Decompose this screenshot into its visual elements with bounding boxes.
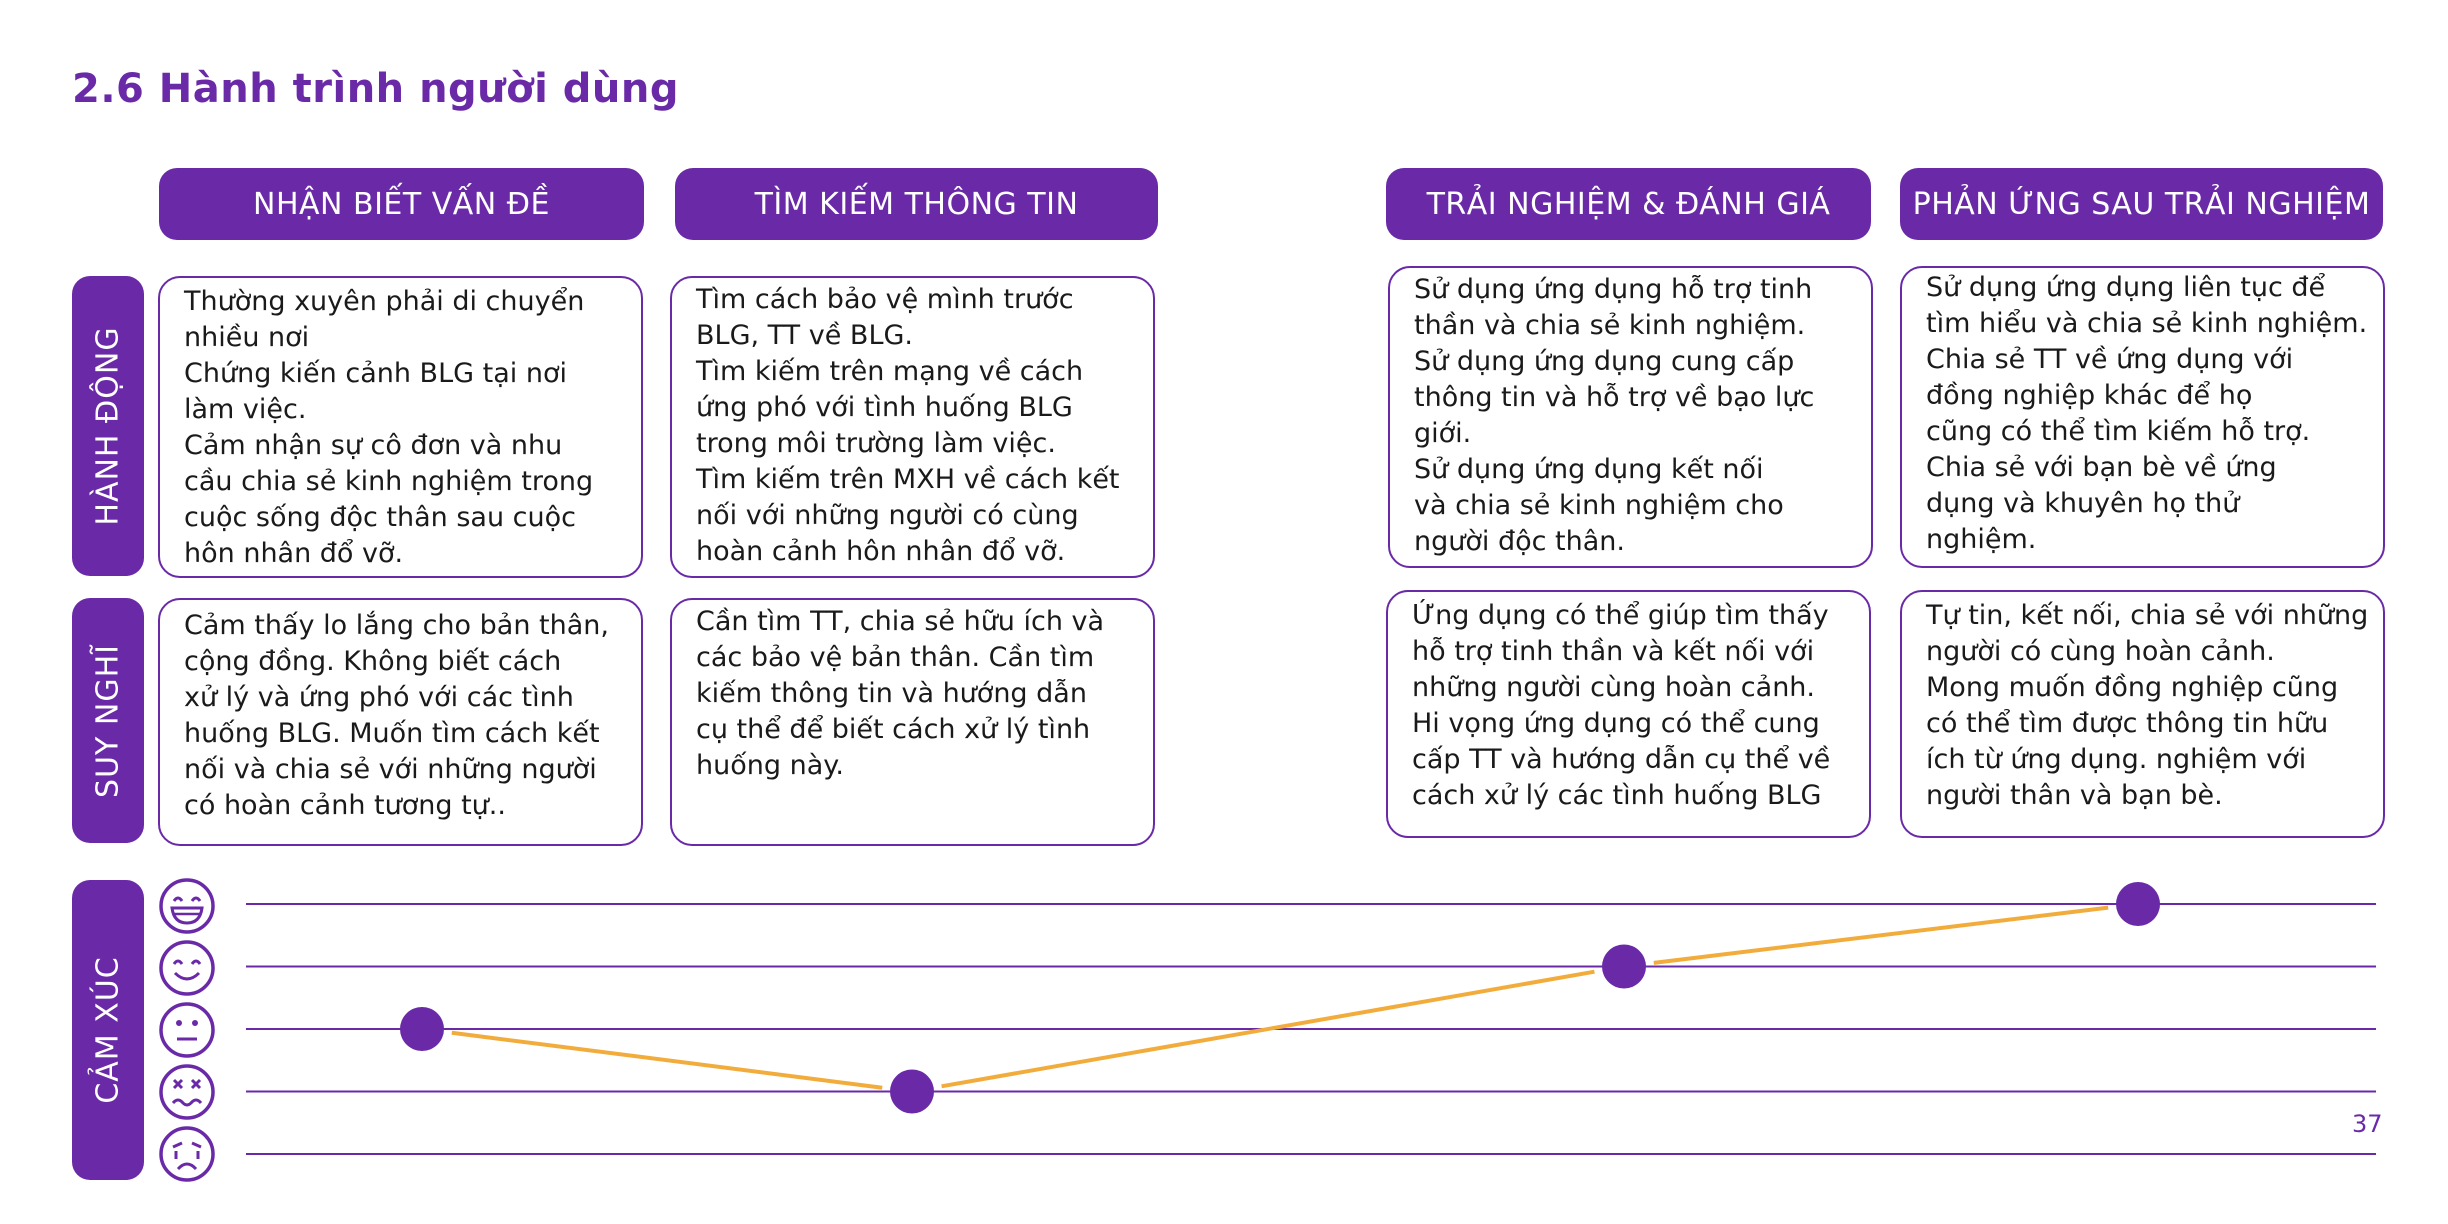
action-line: BLG, TT về BLG.: [696, 320, 913, 351]
crying-face-icon: [159, 1126, 215, 1182]
thought-line: người có cùng hoàn cảnh.: [1926, 636, 2275, 667]
action-line: thần và chia sẻ kinh nghiệm.: [1414, 310, 1806, 341]
thought-line: Hi vọng ứng dụng có thể cung: [1412, 708, 1820, 739]
laughing-face-icon: [159, 878, 215, 934]
action-box-reaction: Sử dụng ứng dụng liên tục để tìm hiểu và…: [1900, 266, 2385, 568]
dizzy-face-icon: [159, 1064, 215, 1120]
thought-box-experience: Ứng dụng có thể giúp tìm thấy hỗ trợ tin…: [1386, 590, 1871, 838]
action-box-awareness: Thường xuyên phải di chuyển nhiều nơi Ch…: [158, 276, 643, 578]
action-line: ứng phó với tình huống BLG: [696, 392, 1073, 423]
action-line: nghiệm.: [1926, 524, 2037, 555]
thought-line: Ứng dụng có thể giúp tìm thấy: [1412, 600, 1829, 631]
thought-box-reaction: Tự tin, kết nối, chia sẻ với những người…: [1900, 590, 2385, 838]
thought-line: cách xử lý các tình huống BLG: [1412, 780, 1822, 811]
thought-line: có thể tìm được thông tin hữu: [1926, 708, 2329, 739]
row-label-emotions: CẢM XÚC: [72, 880, 144, 1180]
action-line: và chia sẻ kinh nghiệm cho: [1414, 490, 1784, 521]
action-line: dụng và khuyên họ thử: [1926, 488, 2240, 519]
action-line: làm việc.: [184, 394, 307, 425]
thought-line: Cần tìm TT, chia sẻ hữu ích và: [696, 606, 1105, 637]
thought-line: Cảm thấy lo lắng cho bản thân,: [184, 610, 609, 641]
thought-line: cấp TT và hướng dẫn cụ thể về: [1412, 744, 1831, 775]
page-number: 37: [2352, 1110, 2383, 1138]
thought-line: cụ thể để biết cách xử lý tình: [696, 714, 1091, 745]
emotion-curve-segment: [451, 1030, 883, 1090]
thought-line: kiếm thông tin và hướng dẫn: [696, 678, 1087, 709]
thought-box-awareness: Cảm thấy lo lắng cho bản thân, cộng đồng…: [158, 598, 643, 846]
action-line: Sử dụng ứng dụng liên tục để: [1926, 272, 2326, 303]
action-line: tìm hiểu và chia sẻ kinh nghiệm.: [1926, 308, 2368, 339]
thought-line: Tự tin, kết nối, chia sẻ với những: [1926, 600, 2369, 631]
action-box-search: Tìm cách bảo vệ mình trước BLG, TT về BL…: [670, 276, 1155, 578]
action-line: thông tin và hỗ trợ về bạo lực: [1414, 382, 1815, 413]
thought-line: người thân và bạn bè.: [1926, 780, 2223, 811]
action-line: Cảm nhận sự cô đơn và nhu: [184, 430, 563, 461]
action-line: cầu chia sẻ kinh nghiệm trong: [184, 466, 594, 497]
emotion-curve-segment: [941, 969, 1595, 1089]
neutral-face-icon: [159, 1002, 215, 1058]
action-line: người độc thân.: [1414, 526, 1625, 557]
action-line: giới.: [1414, 418, 1472, 449]
action-line: trong môi trường làm việc.: [696, 428, 1056, 459]
stage-header-awareness: NHẬN BIẾT VẤN ĐỀ: [159, 168, 644, 240]
thought-line: xử lý và ứng phó với các tình: [184, 682, 574, 713]
thought-box-search: Cần tìm TT, chia sẻ hữu ích và các bảo v…: [670, 598, 1155, 846]
row-label-actions: HÀNH ĐỘNG: [72, 276, 144, 576]
emotion-point: [890, 1069, 934, 1114]
action-line: Tìm kiếm trên mạng về cách: [696, 356, 1084, 387]
emotion-point: [2116, 882, 2160, 926]
thought-line: huống BLG. Muốn tìm cách kết: [184, 718, 600, 749]
action-line: hôn nhân đổ vỡ.: [184, 538, 404, 569]
action-line: Chia sẻ với bạn bè về ứng: [1926, 452, 2277, 483]
action-line: Tìm kiếm trên MXH về cách kết: [696, 464, 1120, 495]
thought-line: hỗ trợ tinh thần và kết nối với: [1412, 636, 1815, 667]
page-title: 2.6 Hành trình người dùng: [72, 66, 679, 112]
action-box-experience: Sử dụng ứng dụng hỗ trợ tinh thần và chi…: [1388, 266, 1873, 568]
thought-line: có hoàn cảnh tương tự..: [184, 790, 506, 821]
action-line: Sử dụng ứng dụng cung cấp: [1414, 346, 1795, 377]
thought-line: cộng đồng. Không biết cách: [184, 646, 562, 677]
action-line: Chứng kiến cảnh BLG tại nơi: [184, 358, 567, 389]
action-line: cuộc sống độc thân sau cuộc: [184, 502, 576, 533]
stage-header-experience: TRẢI NGHIỆM & ĐÁNH GIÁ: [1386, 168, 1871, 240]
thought-line: ích từ ứng dụng. nghiệm với: [1926, 744, 2307, 775]
action-line: hoàn cảnh hôn nhân đổ vỡ.: [696, 536, 1066, 567]
action-line: cũng có thể tìm kiếm hỗ trợ.: [1926, 416, 2311, 447]
smiling-face-icon: [159, 940, 215, 996]
emotion-point: [1602, 944, 1646, 989]
emotion-point: [400, 1007, 444, 1051]
thought-line: huống này.: [696, 750, 844, 781]
action-line: đồng nghiệp khác để họ: [1926, 380, 2253, 411]
emotion-curve-segment: [1653, 905, 2109, 965]
action-line: Chia sẻ TT về ứng dụng với: [1926, 344, 2294, 375]
action-line: nối với những người có cùng: [696, 500, 1079, 531]
action-line: Sử dụng ứng dụng kết nối: [1414, 454, 1764, 485]
thought-line: nối và chia sẻ với những người: [184, 754, 597, 785]
thought-line: các bảo vệ bản thân. Cần tìm: [696, 642, 1095, 673]
thought-line: những người cùng hoàn cảnh.: [1412, 672, 1815, 703]
action-line: Tìm cách bảo vệ mình trước: [696, 284, 1074, 315]
action-line: Thường xuyên phải di chuyển: [184, 286, 585, 317]
action-line: Sử dụng ứng dụng hỗ trợ tinh: [1414, 274, 1813, 305]
action-line: nhiều nơi: [184, 322, 310, 353]
row-label-thoughts: SUY NGHĨ: [72, 598, 144, 843]
stage-header-reaction: PHẢN ỨNG SAU TRẢI NGHIỆM: [1900, 168, 2383, 240]
stage-header-search: TÌM KIẾM THÔNG TIN: [675, 168, 1158, 240]
thought-line: Mong muốn đồng nghiệp cũng: [1926, 672, 2339, 703]
